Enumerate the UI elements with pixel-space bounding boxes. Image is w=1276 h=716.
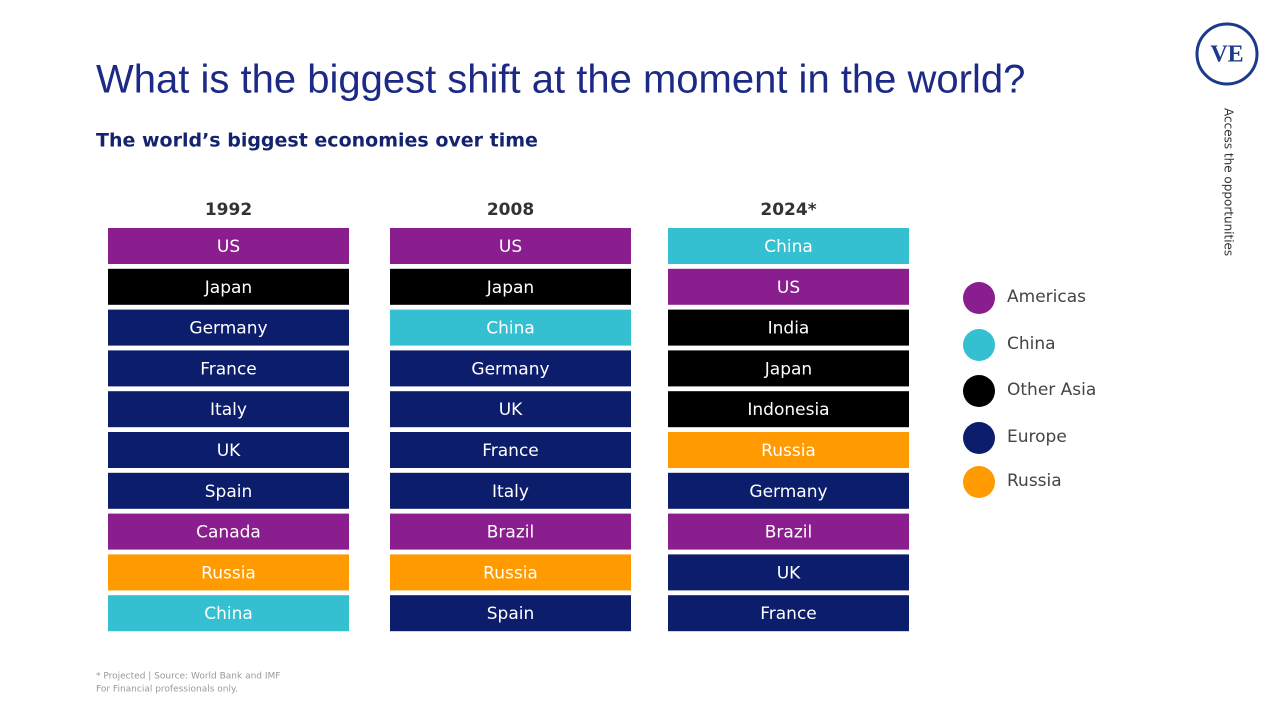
country-label: Japan — [486, 278, 534, 298]
country-bar — [390, 595, 631, 632]
country-label: France — [200, 359, 257, 379]
logo: VE — [1210, 42, 1243, 68]
country-label: US — [499, 237, 522, 257]
side-text: Access the opportunities — [1222, 108, 1236, 256]
country-bar — [108, 595, 349, 632]
country-bar — [390, 554, 631, 591]
country-bar — [668, 228, 909, 264]
country-bar — [668, 554, 909, 591]
country-label: France — [760, 604, 817, 624]
country-bar — [108, 268, 349, 305]
country-bar — [668, 391, 909, 428]
country-label: Spain — [205, 482, 253, 502]
logo-ring — [1195, 22, 1259, 86]
country-label: US — [217, 237, 240, 257]
legend-dot — [963, 375, 995, 407]
disclaimer: For Financial professionals only. — [96, 685, 238, 695]
country-label: Russia — [761, 441, 816, 461]
country-bar — [390, 432, 631, 468]
country-label: Japan — [204, 278, 252, 298]
year-label: 2024* — [760, 200, 816, 220]
country-label: China — [764, 237, 813, 257]
country-label: Brazil — [487, 523, 534, 543]
country-label: France — [482, 441, 539, 461]
country-label: Russia — [483, 563, 538, 583]
country-bar — [390, 309, 631, 346]
country-label: Indonesia — [747, 400, 829, 420]
country-label: Spain — [487, 604, 535, 624]
country-bar — [390, 268, 631, 305]
country-bar — [668, 513, 909, 550]
legend-label: China — [1007, 334, 1056, 354]
country-label: China — [486, 319, 535, 339]
country-bar — [108, 513, 349, 550]
country-label: Germany — [189, 319, 267, 339]
legend-label: Americas — [1007, 287, 1086, 307]
country-label: Italy — [210, 400, 247, 420]
source: * Projected | Source: World Bank and IMF — [96, 672, 280, 682]
country-bar — [668, 472, 909, 509]
country-label: UK — [777, 563, 801, 583]
title: What is the biggest shift at the moment … — [96, 58, 1025, 102]
country-label: Russia — [201, 563, 256, 583]
country-bar — [108, 228, 349, 264]
country-bar — [108, 432, 349, 468]
country-label: Germany — [471, 359, 549, 379]
country-label: Italy — [492, 482, 529, 502]
country-label: India — [768, 319, 810, 339]
legend-dot — [963, 466, 995, 498]
country-bar — [108, 350, 349, 387]
year-label: 1992 — [205, 200, 252, 220]
country-label: Brazil — [765, 523, 812, 543]
legend-label: Other Asia — [1007, 380, 1096, 400]
country-bar — [390, 350, 631, 387]
legend-dot — [963, 282, 995, 314]
legend-dot — [963, 422, 995, 454]
legend-label: Europe — [1007, 427, 1067, 447]
country-bar — [668, 432, 909, 468]
country-label: Canada — [196, 523, 261, 543]
country-bar — [668, 350, 909, 387]
country-bar — [668, 309, 909, 346]
country-bar — [390, 391, 631, 428]
subtitle: The world’s biggest economies over time — [96, 130, 538, 152]
country-bar — [390, 228, 631, 264]
country-bar — [108, 309, 349, 346]
country-label: UK — [217, 441, 241, 461]
country-bar — [108, 391, 349, 428]
country-bar — [390, 513, 631, 550]
country-label: China — [204, 604, 253, 624]
country-label: Japan — [764, 359, 812, 379]
country-label: US — [777, 278, 800, 298]
country-bar — [668, 595, 909, 632]
country-bar — [668, 268, 909, 305]
country-bar — [108, 554, 349, 591]
legend-label: Russia — [1007, 471, 1062, 491]
country-label: Germany — [749, 482, 827, 502]
country-bar — [390, 472, 631, 509]
year-label: 2008 — [487, 200, 534, 220]
country-label: UK — [499, 400, 523, 420]
country-bar — [108, 472, 349, 509]
legend-dot — [963, 329, 995, 361]
